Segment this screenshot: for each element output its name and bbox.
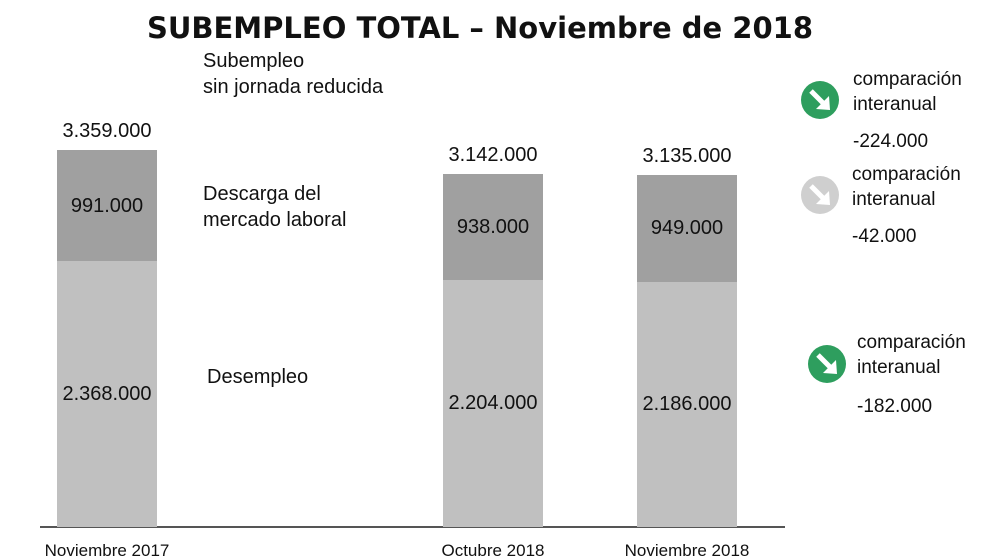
- arrow-shaft: [816, 353, 833, 370]
- bar-segment: [57, 150, 157, 262]
- trend-icon: [801, 81, 839, 119]
- value-label: 991.000: [70, 194, 144, 217]
- totals-label: Subempleo sin jornada reducida: [203, 50, 384, 98]
- value-label: 2.204.000: [448, 392, 538, 415]
- series-label: Desempleo: [207, 366, 309, 388]
- value-label: 2.186.000: [642, 393, 732, 416]
- value-label: 938.000: [456, 216, 530, 239]
- trend-icon: [801, 176, 839, 214]
- x-tick-label: Octubre 2018: [441, 541, 545, 560]
- bar-segment: [443, 174, 543, 280]
- bar-segment: [57, 261, 157, 527]
- annotation-value: -42.000: [852, 226, 917, 247]
- annotation-value: -182.000: [857, 396, 933, 417]
- bar-segment: [443, 279, 543, 527]
- arrow-head: [823, 360, 837, 374]
- arrow-shaft: [809, 184, 826, 201]
- value-label: 949.000: [650, 217, 724, 240]
- total-label: 3.142.000: [448, 144, 538, 167]
- arrow-head: [816, 191, 830, 205]
- chart-title: SUBEMPLEO TOTAL – Noviembre de 2018: [146, 11, 814, 45]
- baseline: [40, 526, 785, 528]
- bar-segment: [637, 175, 737, 282]
- x-tick-label: Noviembre 2018: [624, 541, 750, 560]
- annotation-value: -224.000: [853, 131, 929, 152]
- annotation-text: comparación interanual: [853, 69, 962, 115]
- arrow-head: [816, 96, 830, 110]
- annotation-text: comparación interanual: [852, 164, 961, 210]
- total-label: 3.359.000: [62, 120, 152, 143]
- total-label: 3.135.000: [642, 145, 732, 168]
- x-tick-label: Noviembre 2017: [44, 541, 170, 560]
- arrow-shaft: [809, 89, 826, 106]
- series-label: Descarga del mercado laboral: [203, 183, 347, 231]
- bar-segment: [637, 281, 737, 527]
- value-label: 2.368.000: [62, 383, 152, 406]
- trend-icon: [808, 345, 846, 383]
- annotation-text: comparación interanual: [857, 332, 966, 378]
